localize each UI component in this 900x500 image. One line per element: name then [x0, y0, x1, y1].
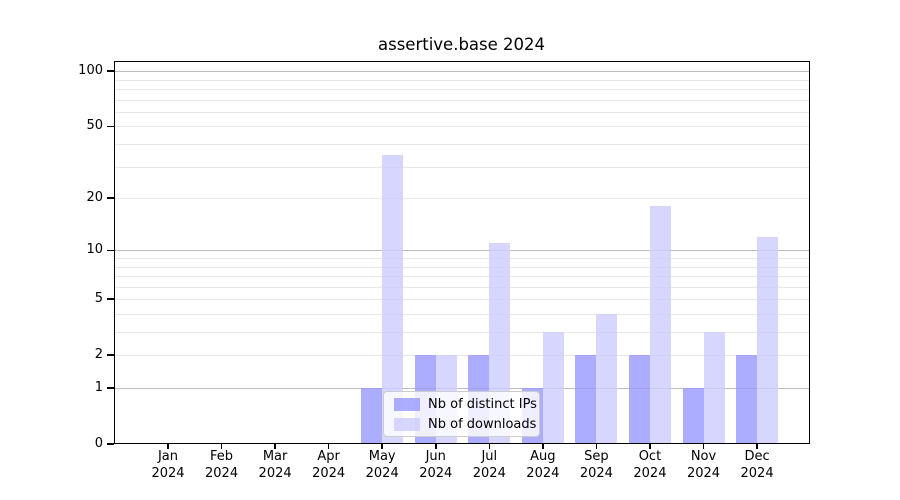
- y-tick-5: [107, 298, 114, 301]
- bar-downloads-nov-2024: [703, 332, 725, 444]
- x-tick-nov-2024: [702, 444, 705, 449]
- gridline-100: [113, 71, 810, 73]
- gridline-2: [113, 355, 810, 357]
- gridline-3: [113, 332, 810, 334]
- chart-title: assertive.base 2024: [377, 35, 546, 54]
- gridline-5: [113, 299, 810, 301]
- legend-item-downloads: Nb of downloads: [394, 416, 539, 433]
- x-tick-oct-2024: [649, 444, 651, 449]
- y-tick-2: [107, 354, 114, 357]
- gridline-10: [113, 250, 810, 252]
- legend: Nb of distinct IPs Nb of downloads: [383, 391, 540, 437]
- y-tick-label-10: 10: [86, 242, 103, 258]
- x-tick-dec-2024: [756, 444, 758, 449]
- y-tick-label-0: 0: [94, 436, 103, 451]
- x-tick-label-apr-2024: Apr 2024: [312, 449, 346, 481]
- x-tick-label-jul-2024: Jul 2024: [472, 449, 506, 481]
- x-tick-jul-2024: [488, 444, 491, 449]
- y-tick-label-20: 20: [86, 190, 103, 206]
- gridline-40: [113, 144, 810, 146]
- bar-downloads-aug-2024: [542, 332, 564, 444]
- gridline-90: [113, 79, 810, 81]
- x-tick-label-feb-2024: Feb 2024: [205, 449, 239, 481]
- y-tick-label-1: 1: [94, 380, 103, 395]
- x-tick-label-jun-2024: Jun 2024: [419, 449, 453, 481]
- gridline-80: [113, 89, 810, 91]
- bar-distinct-ips-may-2024: [361, 388, 383, 444]
- y-tick-1: [107, 387, 114, 389]
- x-tick-label-sep-2024: Sep 2024: [579, 449, 613, 481]
- gridline-1: [113, 388, 810, 389]
- bar-distinct-ips-nov-2024: [682, 388, 704, 444]
- gridline-70: [113, 99, 810, 101]
- x-tick-label-oct-2024: Oct 2024: [633, 449, 667, 481]
- y-tick-20: [107, 197, 114, 199]
- x-tick-may-2024: [381, 444, 383, 449]
- x-tick-aug-2024: [542, 444, 544, 449]
- bar-distinct-ips-oct-2024: [628, 355, 650, 444]
- legend-swatch-distinct-ips-icon: [394, 397, 420, 411]
- y-tick-10: [107, 249, 114, 252]
- y-tick-0: [107, 443, 114, 445]
- x-tick-jan-2024: [167, 444, 169, 449]
- gridline-30: [113, 166, 810, 168]
- gridline-9: [113, 258, 810, 259]
- bar-downloads-dec-2024: [757, 236, 779, 444]
- gridline-8: [113, 266, 810, 268]
- gridline-6: [113, 286, 810, 288]
- y-tick-label-100: 100: [78, 63, 103, 79]
- x-tick-label-mar-2024: Mar 2024: [258, 449, 292, 481]
- x-tick-sep-2024: [595, 444, 598, 449]
- bar-downloads-sep-2024: [596, 313, 618, 444]
- gridline-7: [113, 276, 810, 278]
- x-tick-jun-2024: [434, 444, 437, 449]
- plot-area: [113, 61, 810, 444]
- x-tick-label-jan-2024: Jan 2024: [151, 449, 185, 481]
- y-tick-label-2: 2: [94, 347, 103, 363]
- gridline-50: [113, 126, 810, 128]
- legend-swatch-downloads-icon: [394, 417, 420, 431]
- x-tick-label-aug-2024: Aug 2024: [526, 449, 560, 481]
- gridline-20: [113, 198, 810, 200]
- y-tick-label-5: 5: [94, 291, 103, 307]
- gridline-4: [113, 313, 810, 315]
- x-tick-mar-2024: [274, 444, 276, 449]
- bar-downloads-oct-2024: [649, 206, 671, 444]
- x-tick-feb-2024: [220, 444, 223, 449]
- gridline-60: [113, 111, 810, 113]
- bar-distinct-ips-dec-2024: [736, 355, 758, 444]
- x-tick-label-nov-2024: Nov 2024: [686, 449, 721, 481]
- x-tick-apr-2024: [327, 444, 330, 449]
- bar-downloads-may-2024: [382, 154, 404, 444]
- y-tick-50: [107, 125, 114, 128]
- y-tick-label-50: 50: [86, 118, 103, 134]
- legend-label-distinct-ips: Nb of distinct IPs: [428, 396, 537, 412]
- legend-item-distinct-ips: Nb of distinct IPs: [394, 396, 539, 413]
- bar-distinct-ips-sep-2024: [575, 355, 597, 444]
- x-tick-label-dec-2024: Dec 2024: [740, 449, 774, 481]
- x-tick-label-may-2024: May 2024: [365, 449, 399, 481]
- legend-label-downloads: Nb of downloads: [428, 416, 537, 432]
- y-tick-100: [107, 70, 114, 72]
